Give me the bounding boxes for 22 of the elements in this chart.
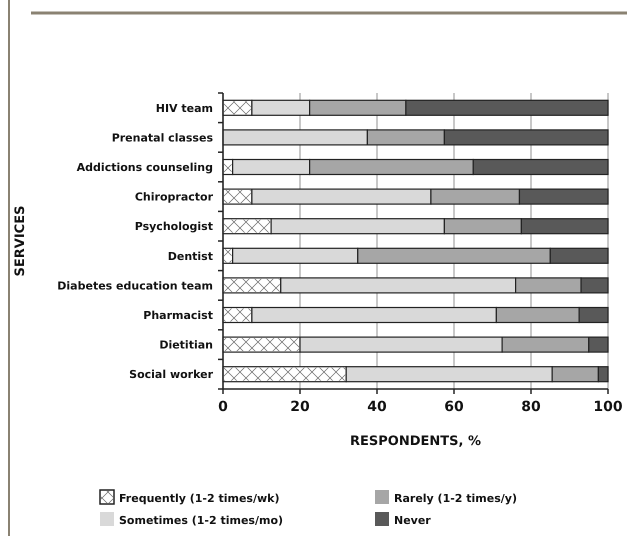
legend-label: Frequently (1-2 times/wk) xyxy=(119,492,280,505)
x-tick-label: 100 xyxy=(593,399,623,415)
x-tick-label: 0 xyxy=(218,399,228,415)
y-tick-label: Dietitian xyxy=(159,338,213,352)
x-tick-label: 80 xyxy=(521,399,541,415)
y-tick-label: Addictions counseling xyxy=(76,161,213,174)
y-tick-label: Social worker xyxy=(129,368,214,382)
x-tick-label: 40 xyxy=(367,399,387,415)
y-tick-label: HIV team xyxy=(156,102,213,115)
y-axis-title: SERVICES xyxy=(13,206,28,276)
y-tick-label: Chiropractor xyxy=(134,190,214,204)
y-tick-label: Diabetes education team xyxy=(57,279,213,292)
y-tick-label: Dentist xyxy=(168,250,213,263)
x-axis-title: RESPONDENTS, % xyxy=(350,434,481,449)
legend-label: Sometimes (1-2 times/mo) xyxy=(119,514,284,527)
legend-label: Rarely (1-2 times/y) xyxy=(394,492,517,505)
y-tick-label: Pharmacist xyxy=(143,309,213,322)
x-tick-label: 20 xyxy=(290,399,310,415)
y-tick-label: Psychologist xyxy=(134,220,213,234)
y-tick-label: Prenatal classes xyxy=(112,131,214,144)
x-tick-label: 60 xyxy=(444,399,464,415)
legend-label: Never xyxy=(394,514,432,527)
